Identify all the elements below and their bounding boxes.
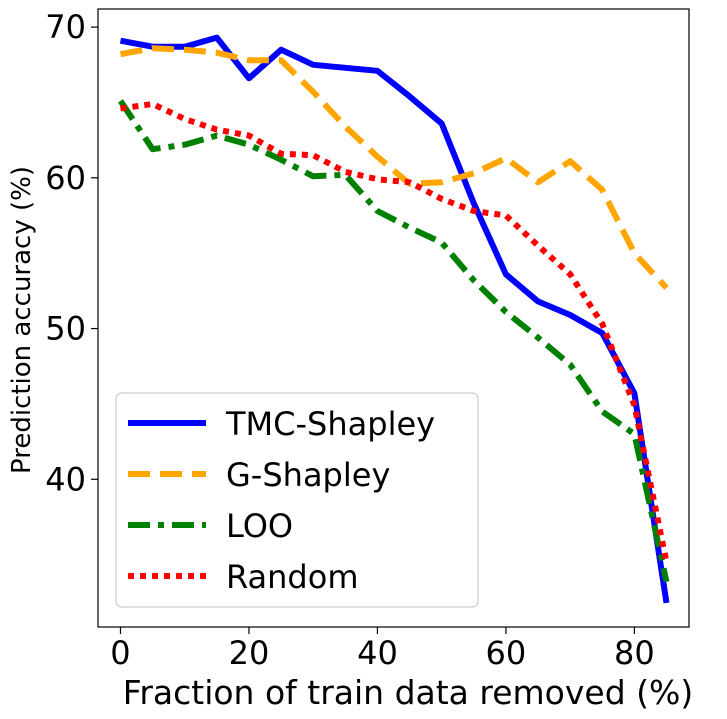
x-ticks: 0 20 40 60 80 <box>110 627 655 672</box>
x-tick-label: 80 <box>614 634 655 672</box>
x-tick-label: 20 <box>229 634 270 672</box>
y-tick-label: 70 <box>45 8 86 46</box>
series-layer <box>118 34 670 604</box>
series-line-tmc-shapley <box>119 34 670 604</box>
legend-label: Random <box>226 558 358 596</box>
legend-label: LOO <box>226 507 293 545</box>
y-axis-title: Prediction accuracy (%) <box>7 166 37 474</box>
legend-label: TMC-Shapley <box>225 405 435 443</box>
x-axis-title: Fraction of train data removed (%) <box>123 673 694 712</box>
x-tick-label: 60 <box>486 634 527 672</box>
series-line-random <box>120 101 670 563</box>
series-line-loo <box>118 99 670 583</box>
legend-box <box>115 392 479 608</box>
x-tick-label: 40 <box>357 634 398 672</box>
series-line-g-shapley <box>119 45 669 290</box>
y-tick-label: 40 <box>45 460 86 498</box>
legend-entries: TMC-Shapley G-Shapley LOO Random <box>128 405 435 596</box>
y-tick-label: 50 <box>45 310 86 348</box>
legend-label: G-Shapley <box>226 456 390 494</box>
x-tick-label: 0 <box>110 634 130 672</box>
legend: TMC-Shapley G-Shapley LOO Random <box>115 392 479 608</box>
y-ticks: 40 50 60 70 <box>45 8 98 498</box>
y-tick-label: 60 <box>45 159 86 197</box>
